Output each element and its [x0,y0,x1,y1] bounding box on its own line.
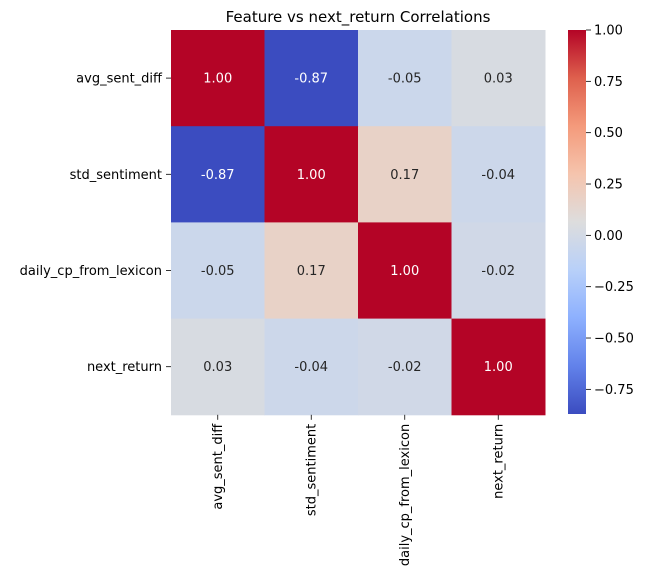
cell-value-label: 1.00 [390,264,419,279]
colorbar-tick-label: −0.75 [594,383,634,398]
heatmap-cell [358,318,452,416]
cell-value-label: -0.04 [481,168,515,183]
cell-value-label: -0.04 [294,360,328,375]
cell-value-label: 0.17 [297,264,326,279]
x-axis-ticks: avg_sent_diff std_sentiment daily_cp_from_… [211,414,507,566]
cell-value-label: -0.05 [388,72,422,87]
colorbar-tick-label: 0.75 [594,75,623,90]
x-tick-label: std_sentiment [305,424,320,516]
y-tick-label: daily_cp_from_lexicon [20,264,162,279]
cell-value-label: -0.87 [294,72,328,87]
colorbar-tick-label: 0.00 [594,229,623,244]
heatmap-cell [451,318,546,416]
heatmap-cells [171,30,546,416]
colorbar [568,30,586,414]
cell-value-label: -0.02 [388,360,422,375]
heatmap-cell [358,126,452,223]
heatmap-cell [171,222,265,320]
chart-title: Feature vs next_return Correlations [226,8,491,27]
heatmap-cell [171,30,265,127]
heatmap-cell [264,318,359,416]
x-tick-label: avg_sent_diff [211,423,226,510]
colorbar-tick-label: −0.50 [594,332,634,347]
colorbar-ticks: 1.00 0.75 0.50 0.25 0.00 −0.25 −0.50 −0.75 [586,24,634,398]
heatmap-cell [358,222,452,320]
cell-value-label: 1.00 [484,360,513,375]
colorbar-tick-label: 0.25 [594,178,623,193]
y-tick-label: avg_sent_diff [76,72,163,87]
cell-value-label: 1.00 [203,72,232,87]
cell-value-label: 0.03 [203,360,232,375]
heatmap-cell [264,222,359,320]
heatmap-cell [451,30,546,127]
colorbar-tick-label: −0.25 [594,280,634,295]
y-tick-label: next_return [87,360,162,375]
heatmap-cell [264,30,359,127]
heatmap-cell [171,126,265,223]
cell-value-label: 1.00 [297,168,326,183]
colorbar-tick-label: 1.00 [594,24,623,39]
y-tick-label: std_sentiment [70,168,162,183]
cell-value-label: -0.87 [201,168,235,183]
heatmap-cell [451,222,546,320]
heatmap-cell-labels: 1.00 -0.87 -0.05 0.03 -0.87 1.00 0.17 -0.04 -0.0… [201,72,515,376]
cell-value-label: -0.02 [481,264,515,279]
x-tick-label: daily_cp_from_lexicon [398,424,413,566]
cell-value-label: -0.05 [201,264,235,279]
heatmap-cell [451,126,546,223]
heatmap-cell [171,318,265,416]
colorbar-tick-label: 0.50 [594,126,623,141]
heatmap-cell [264,126,359,223]
y-axis-ticks: avg_sent_diff std_sentiment daily_cp_from_… [20,72,171,375]
x-tick-label: next_return [492,424,507,499]
cell-value-label: 0.03 [484,72,513,87]
cell-value-label: 0.17 [390,168,419,183]
heatmap-cell [358,30,452,127]
